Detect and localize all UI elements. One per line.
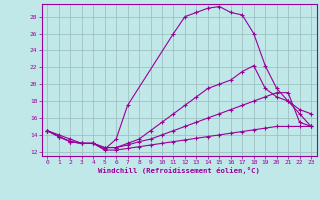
X-axis label: Windchill (Refroidissement éolien,°C): Windchill (Refroidissement éolien,°C) — [98, 167, 260, 174]
